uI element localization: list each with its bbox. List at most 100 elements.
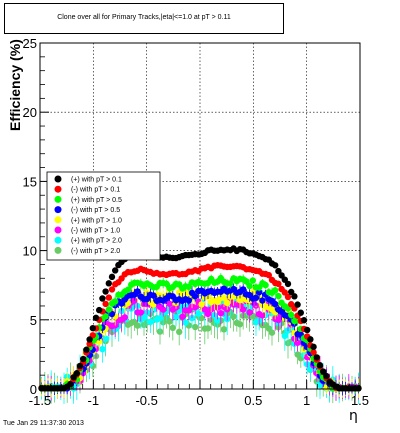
data-point [195, 310, 202, 317]
legend-entry: (-) with pT > 1.0 [71, 228, 120, 235]
data-point [268, 329, 276, 336]
data-point [288, 288, 295, 296]
data-point [185, 283, 192, 291]
data-point [288, 311, 295, 319]
y-tick-label: 20 [23, 105, 37, 120]
y-tick-label: 15 [23, 174, 37, 189]
data-point [204, 325, 212, 332]
data-point [176, 328, 183, 336]
data-point [140, 314, 148, 321]
data-point [294, 339, 301, 346]
legend-marker [54, 195, 62, 203]
x-tick-label: -0.5 [135, 393, 157, 408]
data-point [73, 370, 81, 377]
legend-marker [54, 216, 62, 224]
data-point [150, 292, 157, 299]
data-point [160, 306, 167, 313]
legend-entry: (+) with pT > 1.0 [71, 217, 122, 224]
legend-entry: (-) with pT > 2.0 [71, 248, 120, 255]
data-point [124, 286, 132, 293]
y-tick-label: 25 [23, 36, 37, 51]
data-point [102, 335, 109, 342]
data-point [294, 301, 301, 308]
x-tick-label: -1 [88, 393, 100, 408]
legend-entry: (+) with pT > 0.5 [71, 197, 122, 204]
y-tick-label: 10 [23, 244, 37, 259]
data-point [105, 294, 113, 301]
data-point [166, 318, 173, 325]
data-point [169, 324, 176, 332]
data-point [134, 288, 141, 295]
data-point [92, 314, 100, 322]
data-point [192, 303, 199, 311]
data-point [172, 313, 180, 321]
data-point [99, 295, 106, 302]
data-point [108, 310, 116, 318]
data-point [147, 318, 154, 326]
data-point [99, 345, 106, 353]
data-point [220, 294, 228, 301]
data-point [214, 317, 221, 324]
data-point [272, 262, 279, 269]
data-point [313, 354, 320, 361]
data-point [131, 297, 138, 304]
series-0 [38, 245, 362, 392]
data-point [185, 297, 192, 304]
data-point [192, 293, 199, 300]
data-point [320, 368, 327, 375]
data-point [272, 300, 279, 308]
data-point [198, 314, 205, 322]
y-tick-label: 0 [30, 382, 37, 397]
legend-marker [54, 236, 62, 244]
data-point [137, 309, 144, 316]
data-point [86, 336, 93, 343]
data-point [300, 317, 308, 324]
data-point [246, 309, 253, 316]
data-point [256, 289, 263, 296]
data-point [192, 323, 199, 331]
data-point [281, 289, 288, 296]
legend-entry: (-) with pT > 0.5 [71, 207, 120, 214]
legend-marker [54, 226, 62, 234]
data-point [96, 306, 103, 314]
legend-entry: (-) with pT > 0.1 [71, 187, 120, 194]
data-point [249, 277, 256, 284]
data-point [102, 288, 109, 295]
data-point [102, 313, 109, 320]
data-point [83, 346, 90, 353]
data-point [262, 281, 269, 289]
data-series [38, 245, 362, 405]
data-point [240, 286, 247, 293]
data-point [80, 355, 87, 363]
data-point [284, 293, 292, 301]
data-point [134, 322, 141, 329]
data-point [252, 294, 260, 302]
legend-entry: (+) with pT > 0.1 [71, 177, 122, 184]
data-point [275, 292, 282, 300]
legend-box [46, 171, 161, 261]
axes: -1.5 -1 -0.5 0 0.5 1 1.5 0 5 10 15 20 25 [23, 36, 370, 408]
data-point [323, 372, 330, 380]
data-point [89, 324, 97, 332]
data-point [304, 326, 311, 334]
data-point [243, 278, 250, 285]
data-point [198, 301, 205, 308]
data-point [166, 300, 173, 307]
timestamp: Tue Jan 29 11:37:30 2013 [3, 420, 84, 427]
data-point [105, 280, 113, 287]
data-point [105, 306, 113, 313]
data-point [297, 309, 304, 316]
data-point [156, 314, 164, 322]
data-point [108, 286, 116, 293]
data-point [201, 306, 208, 313]
data-point [284, 280, 292, 288]
legend: (+) with pT > 0.1 (-) with pT > 0.1 (+) wi… [46, 171, 161, 261]
data-point [230, 313, 237, 320]
legend-marker [54, 185, 62, 193]
y-tick-label: 5 [30, 313, 37, 328]
data-point [259, 297, 266, 304]
data-point [259, 312, 266, 319]
data-point [281, 332, 288, 340]
x-tick-label: 1 [303, 393, 310, 408]
